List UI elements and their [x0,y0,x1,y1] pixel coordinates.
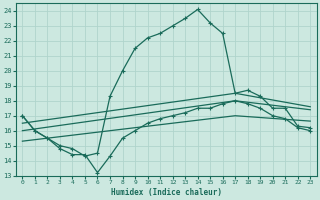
X-axis label: Humidex (Indice chaleur): Humidex (Indice chaleur) [111,188,222,197]
